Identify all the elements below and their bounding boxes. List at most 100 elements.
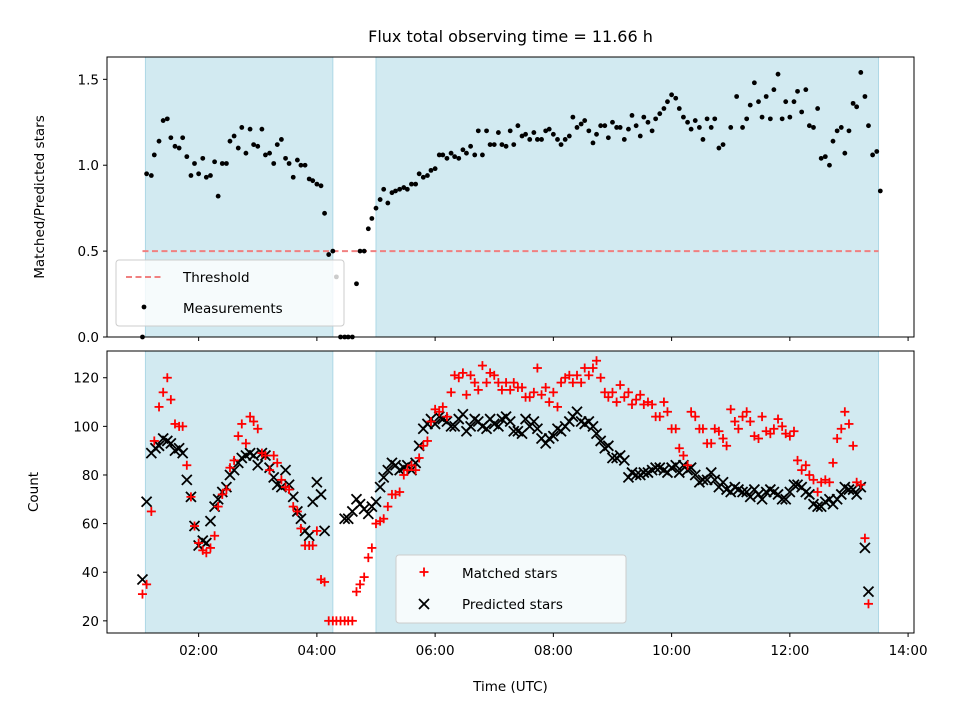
observing-window-2	[375, 56, 880, 338]
matched-point	[785, 431, 795, 441]
matched-point	[718, 434, 728, 444]
measurement-point	[251, 142, 257, 148]
measurement-point	[164, 116, 170, 122]
measurement-point	[617, 125, 623, 130]
matched-point	[686, 407, 696, 417]
predicted-point	[709, 474, 721, 486]
measurement-point	[842, 150, 848, 156]
measurement-point	[310, 178, 316, 184]
predicted-point	[618, 454, 630, 467]
matched-point	[210, 531, 220, 541]
predicted-point	[859, 542, 871, 554]
measurement-point	[184, 154, 190, 160]
measurement-point	[460, 147, 466, 153]
matched-point	[272, 458, 282, 468]
matched-point	[856, 480, 866, 490]
predicted-point	[492, 420, 505, 432]
matched-point	[229, 455, 239, 465]
predicted-point	[673, 466, 685, 479]
predicted-point	[448, 420, 461, 432]
legend-matched-label: Matched stars	[462, 566, 558, 582]
predicted-point	[247, 449, 260, 462]
matched-point	[537, 390, 547, 400]
measurement-point	[144, 171, 150, 177]
matched-point	[269, 451, 279, 461]
top-plot-frame	[106, 56, 915, 338]
x-tick-label: 08:00	[534, 643, 573, 659]
measurement-point	[440, 152, 446, 158]
measurement-point	[322, 210, 327, 216]
legend-measurements-swatch	[141, 304, 147, 310]
predicted-point	[602, 440, 614, 452]
measurement-point	[176, 145, 182, 151]
measurement-point	[806, 123, 812, 129]
measurement-point	[511, 142, 517, 148]
matched-point	[773, 414, 783, 424]
matched-point	[635, 390, 645, 400]
measurement-point	[846, 128, 852, 134]
measurement-point	[740, 125, 745, 130]
matched-point	[517, 382, 527, 392]
measurement-point	[389, 190, 395, 196]
measurement-point	[834, 128, 840, 134]
predicted-point	[480, 423, 493, 435]
matched-point	[612, 397, 622, 407]
matched-point	[655, 412, 665, 422]
predicted-point	[717, 476, 729, 488]
matched-point	[683, 460, 693, 470]
measurement-point	[720, 142, 726, 148]
bottom-y-axis-ticks: 20 40 60 80 100 120	[73, 371, 107, 630]
matched-point	[529, 387, 539, 397]
measurement-point	[224, 161, 229, 166]
matched-point	[296, 523, 306, 533]
top-legend: Threshold Measurements	[115, 259, 345, 327]
matched-point	[553, 402, 563, 412]
predicted-point	[279, 464, 292, 476]
measurement-point	[200, 155, 206, 161]
measurement-point	[475, 128, 481, 134]
matched-point	[797, 465, 807, 475]
measurement-point	[582, 118, 588, 123]
measurement-point	[519, 133, 525, 139]
measurement-point	[688, 126, 694, 132]
y-tick-label: 100	[73, 419, 99, 435]
matched-point	[162, 373, 172, 383]
measurement-point	[799, 109, 805, 115]
bottom-y-axis-label: Count	[26, 472, 42, 512]
predicted-point	[780, 493, 792, 505]
measurement-point	[558, 142, 564, 148]
predicted-point	[587, 420, 599, 432]
measurement-point	[487, 142, 493, 148]
matched-point	[363, 553, 373, 563]
measurement-point	[432, 166, 438, 172]
predicted-point	[504, 415, 516, 428]
predicted-point	[519, 413, 532, 425]
measurement-point	[708, 125, 714, 130]
matched-point	[422, 436, 432, 446]
measurement-point	[436, 152, 442, 158]
measurement-point	[763, 94, 769, 99]
measurement-point	[562, 137, 568, 142]
predicted-point	[803, 488, 815, 501]
measurement-point	[255, 143, 261, 149]
predicted-point	[788, 479, 800, 491]
top-y-axis-ticks: 0.0 0.5 1.0 1.5	[78, 72, 107, 346]
legend-predicted-label: Predicted stars	[462, 597, 563, 613]
measurement-point	[605, 135, 611, 141]
measurement-point	[830, 138, 836, 144]
matched-point	[556, 378, 566, 388]
measurement-point	[546, 126, 552, 132]
y-tick-label: 80	[82, 468, 99, 484]
measurement-point	[827, 162, 832, 168]
measurement-point	[692, 118, 698, 123]
measurement-point	[759, 114, 765, 120]
matched-point	[722, 441, 732, 451]
matched-point	[308, 540, 318, 550]
matched-point	[745, 417, 755, 426]
matched-point	[832, 434, 842, 444]
matched-point	[706, 438, 716, 448]
predicted-point	[382, 464, 394, 476]
bottom-legend-box	[395, 554, 627, 624]
predicted-point	[204, 515, 217, 527]
y-tick-label: 1.5	[78, 72, 99, 88]
